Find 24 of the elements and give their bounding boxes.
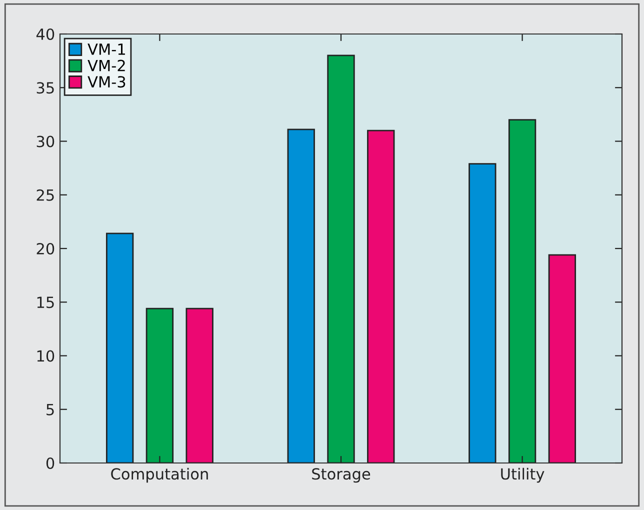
y-tick-label: 40 [36, 28, 54, 40]
y-tick-label: 35 [36, 82, 54, 94]
y-tick-label: 20 [36, 242, 54, 255]
legend-label: VM-1 [88, 44, 125, 55]
x-tick-label: Storage [312, 468, 370, 483]
y-tick-label: 5 [46, 404, 54, 416]
bar [146, 308, 174, 463]
bar [468, 163, 496, 463]
bar [548, 254, 576, 463]
bar [367, 130, 395, 463]
bar [287, 128, 315, 463]
y-tick-label: 15 [37, 296, 54, 308]
y-tick-label: 30 [36, 136, 54, 148]
x-tick-label: Computation [111, 468, 208, 483]
legend-label: VM-2 [88, 60, 125, 72]
bar [106, 232, 134, 463]
legend-label: VM-3 [88, 76, 126, 88]
x-tick-label: Utility [501, 468, 544, 483]
y-tick-label: 25 [36, 189, 54, 201]
bar [508, 119, 536, 463]
y-tick-label: 10 [37, 350, 54, 362]
bar [327, 54, 355, 463]
bar [186, 308, 214, 463]
y-tick-label: 0 [46, 457, 54, 470]
